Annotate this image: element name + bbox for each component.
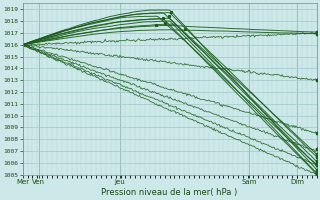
X-axis label: Pression niveau de la mer( hPa ): Pression niveau de la mer( hPa ) xyxy=(101,188,238,197)
